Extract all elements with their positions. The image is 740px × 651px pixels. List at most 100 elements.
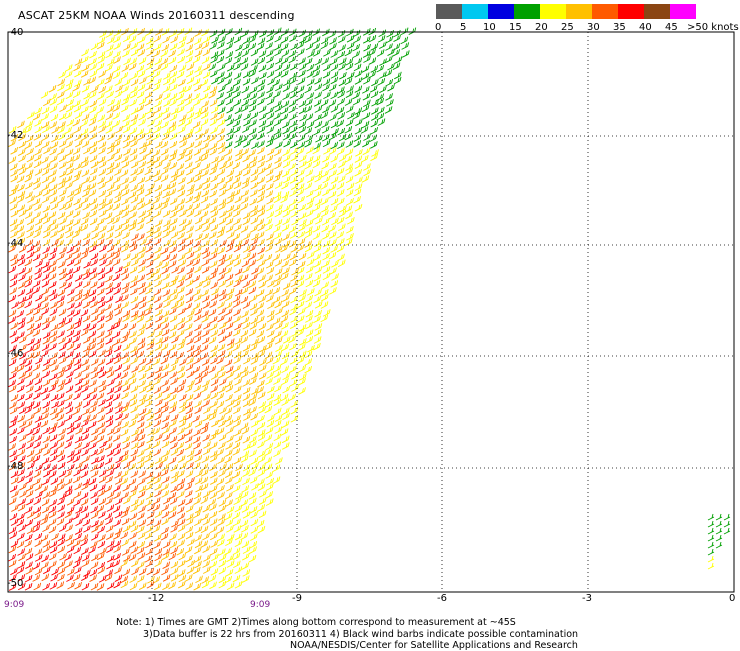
wind-barb	[88, 337, 97, 345]
wind-barb	[89, 379, 97, 388]
wind-barb	[90, 400, 98, 408]
wind-barb	[144, 455, 153, 463]
wind-barb	[218, 307, 226, 316]
wind-barb	[177, 580, 186, 589]
wind-barb	[210, 344, 219, 353]
wind-barb	[202, 413, 211, 422]
wind-barb	[274, 384, 282, 393]
wind-barb	[235, 274, 243, 283]
wind-barb	[65, 162, 74, 170]
wind-barb	[145, 483, 153, 491]
wind-barb	[16, 195, 25, 204]
wind-barb	[242, 162, 251, 171]
wind-barb	[8, 583, 17, 591]
wind-barb	[193, 252, 201, 261]
wind-barb	[240, 532, 249, 540]
wind-barb	[129, 219, 137, 227]
wind-barb	[121, 210, 130, 219]
wind-barb	[322, 252, 330, 261]
wind-barb	[73, 342, 81, 351]
wind-barb	[387, 48, 395, 56]
wind-barb	[234, 394, 242, 402]
wind-barb	[201, 576, 209, 584]
wind-barb	[16, 518, 25, 527]
wind-barb	[248, 42, 257, 51]
wind-barb	[282, 372, 291, 381]
wind-barb	[107, 324, 115, 332]
wind-barb	[153, 288, 162, 296]
wind-barb	[113, 580, 122, 589]
wind-barb	[352, 91, 361, 100]
wind-barb	[186, 36, 195, 45]
wind-barb	[217, 491, 225, 500]
wind-barb	[185, 330, 193, 339]
wind-barb	[232, 552, 241, 561]
wind-barb	[289, 342, 297, 351]
wind-barb	[240, 202, 249, 211]
wind-barb	[24, 359, 33, 367]
wind-barb	[137, 83, 146, 92]
wind-barb	[273, 118, 282, 127]
wind-barb	[248, 104, 257, 113]
wind-barb	[137, 540, 146, 549]
wind-barb	[298, 350, 307, 359]
wind-barb	[160, 174, 169, 183]
wind-barb	[258, 497, 267, 505]
wind-barb	[137, 552, 146, 560]
wind-barb	[81, 63, 90, 72]
wind-barb	[377, 118, 386, 126]
wind-barb	[146, 42, 154, 50]
wind-barb	[305, 156, 314, 164]
wind-barb	[66, 155, 75, 164]
wind-barb	[145, 260, 154, 268]
wind-barb	[137, 216, 146, 225]
wind-barb	[138, 281, 146, 290]
wind-barb	[153, 34, 162, 43]
wind-barb	[56, 478, 65, 486]
wind-barb	[177, 342, 185, 351]
wind-barb	[243, 356, 251, 365]
wind-barb	[345, 163, 354, 171]
wind-barb	[8, 443, 16, 451]
wind-barb	[57, 225, 66, 233]
wind-barb	[168, 125, 177, 133]
wind-barb	[81, 419, 89, 428]
wind-barb	[184, 118, 193, 127]
wind-barb	[120, 405, 129, 413]
wind-barb	[194, 477, 203, 485]
wind-barb	[106, 105, 115, 113]
wind-barb	[121, 64, 130, 72]
wind-barb	[19, 358, 27, 366]
wind-barb	[232, 209, 241, 218]
wind-barb	[169, 505, 177, 514]
wind-barb	[49, 540, 58, 549]
wind-barb	[8, 156, 17, 164]
wind-barb	[121, 97, 129, 106]
wind-barb	[74, 294, 83, 302]
wind-barb	[75, 183, 83, 191]
wind-barb	[338, 223, 346, 232]
wind-barb	[241, 181, 250, 190]
wind-barb	[274, 48, 282, 57]
wind-barb	[362, 50, 371, 58]
wind-barb	[72, 154, 81, 162]
wind-barb	[339, 71, 347, 80]
wind-barb	[211, 553, 219, 562]
wind-barb	[152, 70, 161, 78]
wind-barb	[298, 364, 307, 373]
wind-barb	[145, 321, 154, 330]
wind-barb	[123, 57, 131, 66]
wind-barb	[48, 273, 57, 281]
wind-barb	[11, 504, 19, 512]
wind-barb	[321, 126, 330, 134]
wind-barb	[49, 196, 58, 204]
wind-barb	[10, 455, 18, 463]
wind-barb	[90, 497, 99, 506]
wind-barb	[137, 414, 145, 423]
wind-barb	[57, 545, 66, 554]
wind-barb	[115, 84, 123, 93]
wind-barb	[114, 316, 123, 325]
wind-barb	[97, 455, 105, 463]
wind-barb	[130, 314, 138, 323]
wind-barb	[202, 203, 210, 211]
